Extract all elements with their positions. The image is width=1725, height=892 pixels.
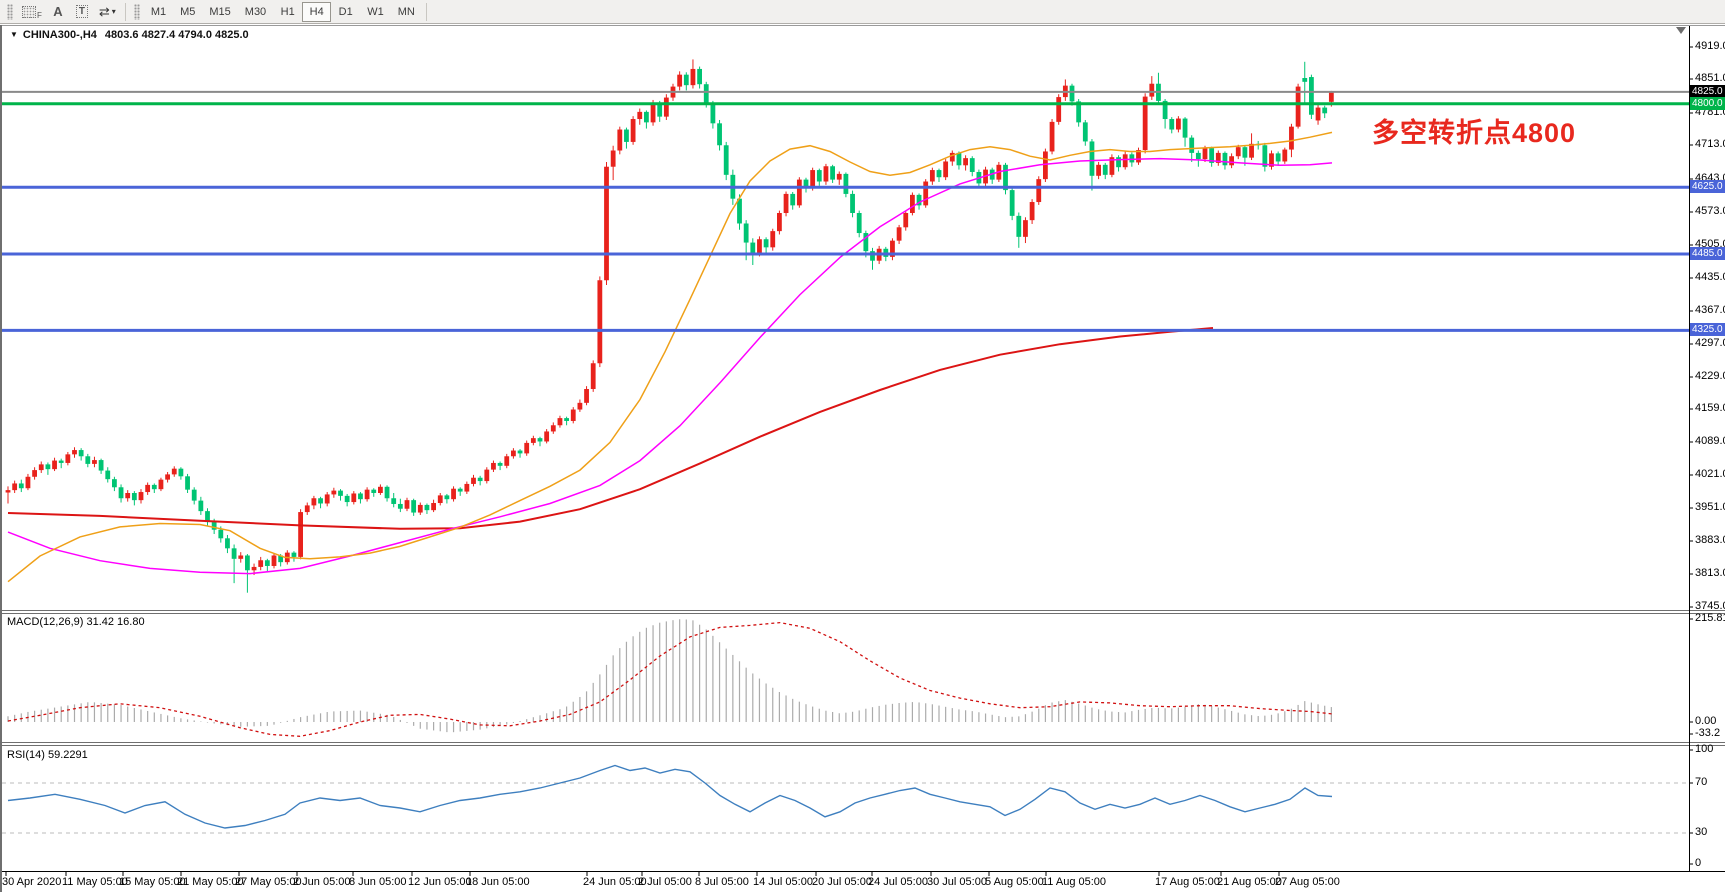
x-axis-date-label: 8 Jun 05:00 (349, 876, 407, 888)
chart-shift-marker-icon[interactable] (1676, 27, 1686, 34)
price-annotation-text: 多空转折点4800 (1372, 118, 1577, 148)
price-tag: 4625.0 (1690, 180, 1725, 193)
insert-text-tool[interactable]: A (46, 2, 70, 22)
x-axis-date-label: 5 Aug 05:00 (985, 876, 1044, 888)
x-axis-date-label: 11 Aug 05:00 (1042, 876, 1107, 888)
toolbar-separator (425, 2, 427, 21)
price-tag: 4825.0 (1690, 85, 1725, 98)
symbol-name: CHINA300-,H4 (22, 29, 97, 41)
x-axis-date-label: 14 Jul 05:00 (753, 876, 813, 888)
ma-mid-line (7, 157, 1333, 575)
y-axis-tick-label: 4435.0 (1695, 271, 1725, 283)
toolbar-separator (124, 2, 126, 21)
y-axis-tick-label: 3813.0 (1695, 567, 1725, 579)
macd-axis-label: 215.81 (1695, 612, 1725, 624)
toolbar-grip[interactable] (133, 3, 140, 20)
arrange-windows-tool[interactable]: ⇄ ▾ (94, 2, 121, 22)
text-a-icon: A (53, 4, 63, 19)
y-axis-tick-label: 3883.0 (1695, 534, 1725, 546)
timeframe-m30[interactable]: M30 (238, 2, 273, 22)
x-axis-date-label: 21 May 05:00 (177, 876, 244, 888)
text-label-tool[interactable]: T (70, 2, 94, 22)
timeframe-h4[interactable]: H4 (302, 1, 332, 22)
y-axis-tick-label: 4159.0 (1695, 402, 1725, 414)
x-axis-date-label: 15 May 05:00 (119, 876, 186, 888)
price-tag: 4325.0 (1690, 323, 1725, 336)
x-axis-date-label: 2 Jun 05:00 (293, 876, 351, 888)
level-lines-layer[interactable] (2, 90, 1689, 332)
x-axis-date-label: 27 May 05:00 (235, 876, 302, 888)
timeframe-m1[interactable]: M1 (144, 2, 173, 22)
y-axis-tick-label: 4297.0 (1695, 337, 1725, 349)
x-axis-date-label: 21 Aug 05:00 (1217, 876, 1282, 888)
dotted-grid-icon (22, 5, 36, 18)
y-axis-tick-label: 4089.0 (1695, 435, 1725, 447)
timeframe-group: M1 M5 M15 M30 H1 H4 D1 W1 MN (144, 1, 422, 22)
x-axis-date-label: 27 Aug 05:00 (1275, 876, 1340, 888)
y-axis-tick-label: 4367.0 (1695, 304, 1725, 316)
moving-averages-layer (7, 131, 1333, 583)
y-axis-tick-label: 3951.0 (1695, 501, 1725, 513)
timeframe-mn[interactable]: MN (391, 2, 422, 22)
macd-layer (7, 619, 1333, 737)
toolbar-grip[interactable] (7, 3, 13, 20)
y-axis-tick-label: 4851.0 (1695, 72, 1725, 84)
x-axis-date-label: 11 May 05:00 (62, 876, 128, 888)
rsi-axis-label: 30 (1695, 826, 1708, 838)
x-axis-date-label: 12 Jun 05:00 (408, 876, 472, 888)
x-axis-date-label: 30 Jul 05:00 (927, 876, 987, 888)
ma-slow-line (7, 327, 1214, 530)
timeframe-h1[interactable]: H1 (273, 2, 302, 22)
y-axis-tick-label: 4021.0 (1695, 468, 1725, 480)
price-tag: 4485.0 (1690, 247, 1725, 260)
toolbar: F A T ⇄ ▾ M1 M5 M15 M30 H1 H4 D1 W1 MN (0, 0, 1725, 24)
ma-fast-line (7, 131, 1333, 583)
boxed-t-icon: T (75, 5, 88, 18)
arrows-icon: ⇄ (98, 3, 110, 19)
x-axis-date-label: 18 Jun 05:00 (466, 876, 530, 888)
x-axis-date-label: 30 Apr 2020 (2, 876, 62, 888)
chevron-down-icon: ▾ (111, 7, 116, 16)
y-axis-tick-label: 3745.0 (1695, 600, 1725, 612)
symbol-collapse-icon[interactable]: ▼ (10, 30, 18, 39)
ohlc-values: 4803.6 4827.4 4794.0 4825.0 (104, 29, 249, 41)
macd-axis-label: -33.2 (1695, 727, 1721, 739)
macd-label: MACD(12,26,9) 31.42 16.80 (7, 616, 145, 628)
symbol-title: ▼ CHINA300-,H4 4803.6 4827.4 4794.0 4825.0 (10, 29, 249, 41)
rsi-layer (2, 764, 1689, 834)
rsi-label: RSI(14) 59.2291 (7, 749, 88, 761)
rsi-axis-label: 100 (1695, 743, 1714, 755)
candles-layer (5, 59, 1334, 593)
x-axis-date-label: 8 Jul 05:00 (695, 876, 749, 888)
y-axis-tick-label: 4229.0 (1695, 370, 1725, 382)
timeframe-m5[interactable]: M5 (173, 2, 202, 22)
macd-axis-label: 0.00 (1695, 715, 1717, 727)
tool-f-label: F (37, 11, 42, 20)
price-tag: 4800.0 (1690, 97, 1725, 110)
y-axis-tick-label: 4713.0 (1695, 138, 1725, 150)
x-axis-date-label: 17 Aug 05:00 (1155, 876, 1220, 888)
rsi-axis-label: 0 (1695, 857, 1702, 869)
timeframe-w1[interactable]: W1 (360, 2, 391, 22)
timeframe-m15[interactable]: M15 (202, 2, 237, 22)
y-axis-tick-label: 4573.0 (1695, 205, 1725, 217)
x-axis-date-label: 20 Jul 05:00 (812, 876, 872, 888)
x-axis-date-label: 24 Jul 05:00 (868, 876, 928, 888)
y-axis-tick-label: 4919.0 (1695, 40, 1725, 52)
chart-left-border (0, 25, 2, 892)
template-grid-tool-icon[interactable]: F (17, 2, 46, 22)
rsi-axis-label: 70 (1695, 776, 1708, 788)
x-axis-date-label: 24 Jun 05:00 (583, 876, 647, 888)
x-axis-date-label: 2 Jul 05:00 (638, 876, 692, 888)
timeframe-d1[interactable]: D1 (331, 2, 360, 22)
